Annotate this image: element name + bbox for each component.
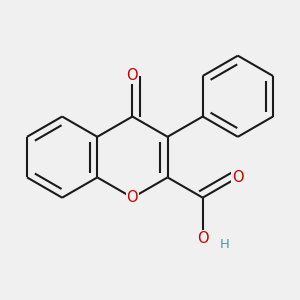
Text: O: O <box>127 190 138 205</box>
Text: H: H <box>220 238 230 251</box>
Text: O: O <box>232 170 244 185</box>
Text: O: O <box>197 231 208 246</box>
Text: O: O <box>127 68 138 83</box>
